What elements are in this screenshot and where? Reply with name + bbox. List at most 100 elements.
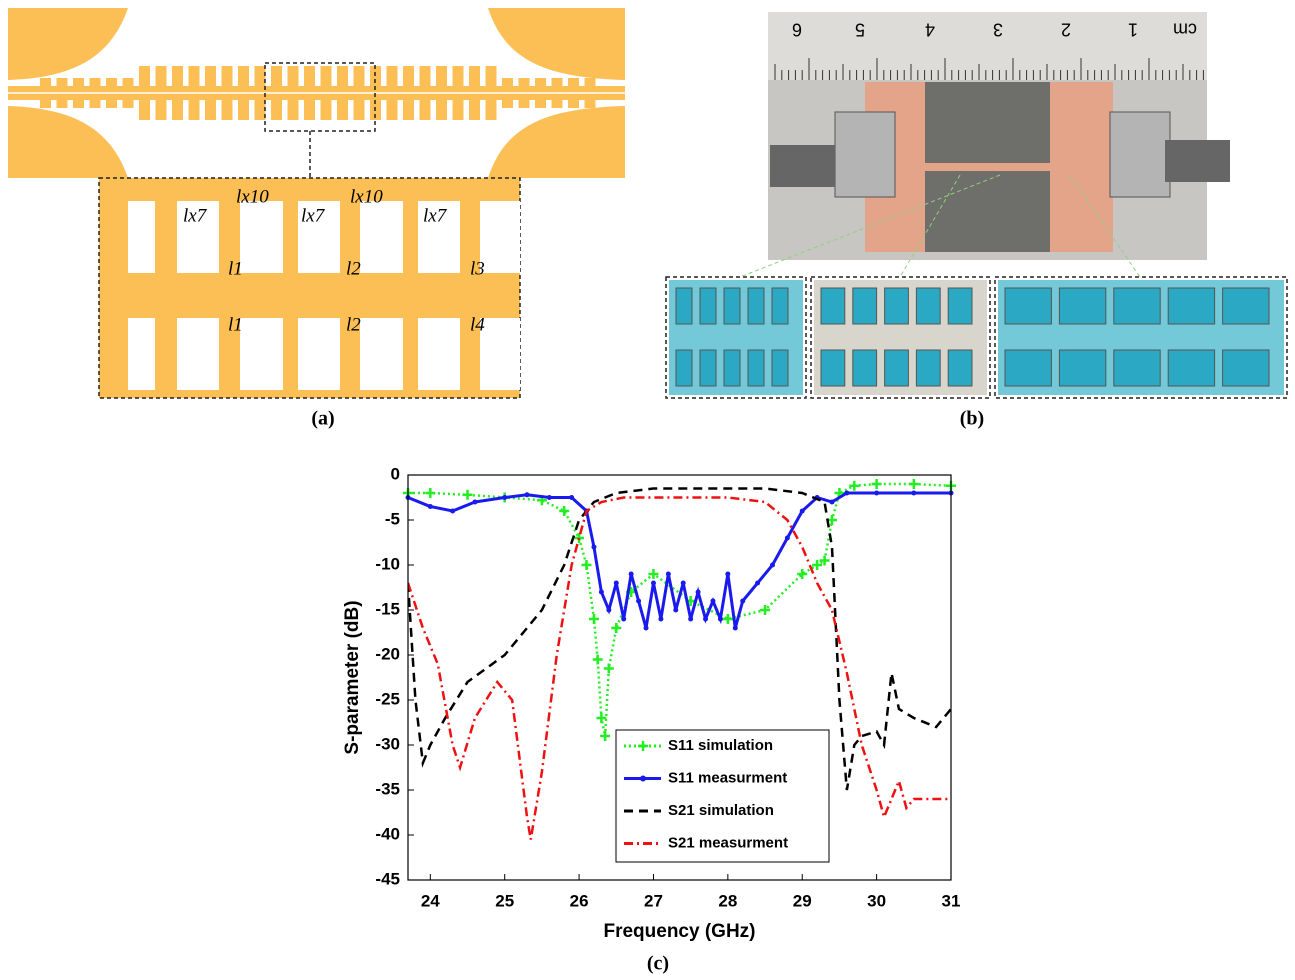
cell [436, 66, 447, 86]
cutout [128, 318, 155, 390]
panel-label: (a) [311, 408, 334, 430]
inset-cell [885, 350, 909, 386]
cutout [240, 318, 283, 390]
cell [271, 66, 282, 86]
inset-cell [676, 288, 692, 324]
cutout [360, 318, 403, 390]
inset-cell [948, 288, 972, 324]
marker [604, 664, 614, 674]
y-tick-label: -25 [375, 689, 400, 708]
x-tick-label: 25 [495, 891, 514, 910]
marker [589, 614, 599, 624]
cell [106, 78, 117, 86]
inset-cell [1223, 350, 1269, 386]
cell [568, 78, 579, 86]
inset-cell [700, 288, 716, 324]
y-tick-label: -15 [375, 599, 400, 618]
ruler [768, 12, 1207, 80]
ruler-label: 5 [855, 19, 865, 39]
y-tick-label: -30 [375, 734, 400, 753]
panel-label: (c) [647, 953, 669, 975]
series-line [408, 493, 951, 628]
dimension-label: lx7 [183, 205, 208, 226]
cell [354, 100, 365, 120]
inset-cell [821, 350, 845, 386]
marker [463, 490, 473, 500]
x-tick-label: 28 [718, 891, 737, 910]
cell [304, 100, 315, 120]
cell [436, 100, 447, 120]
marker [829, 500, 834, 505]
series-line [408, 484, 951, 736]
marker [629, 572, 634, 577]
x-tick-label: 27 [644, 891, 663, 910]
cell [469, 100, 480, 120]
inset-cell [1223, 288, 1269, 324]
cell [255, 100, 266, 120]
marker [569, 495, 574, 500]
marker [718, 617, 723, 622]
cutout [480, 201, 520, 273]
inset-cell [1059, 350, 1105, 386]
marker [574, 533, 584, 543]
marker [644, 626, 649, 631]
cell [57, 100, 68, 108]
y-tick-label: -45 [375, 869, 400, 888]
inset-cell [772, 350, 788, 386]
cell [189, 66, 200, 86]
cell [139, 66, 150, 86]
inset-cell [948, 350, 972, 386]
legend-label: S11 measurment [668, 769, 787, 786]
legend-label: S11 simulation [668, 737, 773, 754]
dimension-label: lx7 [301, 205, 326, 226]
cell [502, 100, 513, 108]
dimension-label: l2 [346, 258, 361, 279]
cell [156, 66, 167, 86]
marker [651, 581, 656, 586]
cell [90, 100, 101, 108]
inset-cell [885, 288, 909, 324]
inset-cell [1114, 350, 1160, 386]
marker [673, 608, 678, 613]
legend-label: S21 simulation [668, 802, 774, 819]
inset-cell [853, 288, 877, 324]
panel-label: (b) [960, 408, 984, 430]
cell [271, 100, 282, 120]
marker [740, 599, 745, 604]
y-tick-label: -5 [385, 509, 400, 528]
ruler-label: 4 [925, 19, 935, 39]
marker [797, 569, 807, 579]
marker [770, 563, 775, 568]
x-axis-label: Frequency (GHz) [603, 921, 755, 942]
cell [222, 66, 233, 86]
cell [502, 78, 513, 86]
cell [585, 100, 596, 108]
marker [658, 617, 663, 622]
marker [600, 731, 610, 741]
inset-cell [748, 288, 764, 324]
marker [849, 481, 859, 491]
line-trace [900, 163, 1080, 171]
cell [40, 100, 51, 108]
ruler-label: 1 [1128, 19, 1138, 39]
marker [614, 581, 619, 586]
cell [321, 100, 332, 120]
cell [453, 100, 464, 120]
cutout [480, 318, 520, 390]
cutout [240, 201, 283, 273]
cell [123, 78, 134, 86]
marker [723, 614, 733, 624]
marker [559, 506, 569, 516]
inset-cell [700, 350, 716, 386]
y-tick-label: -40 [375, 824, 400, 843]
marker [666, 572, 671, 577]
cell [469, 66, 480, 86]
connector-thread [770, 145, 835, 187]
inset-cell [821, 288, 845, 324]
cell [519, 100, 530, 108]
pad [8, 106, 128, 178]
y-tick-label: -10 [375, 554, 400, 573]
marker [472, 500, 477, 505]
connector-thread [1165, 140, 1230, 182]
marker [425, 488, 435, 498]
